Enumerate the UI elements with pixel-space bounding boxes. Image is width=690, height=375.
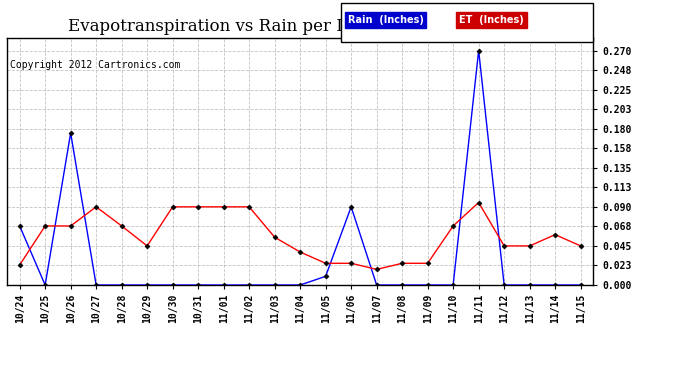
Title: Evapotranspiration vs Rain per Day (Inches) 20121116: Evapotranspiration vs Rain per Day (Inch…: [68, 18, 533, 34]
FancyBboxPatch shape: [341, 3, 593, 42]
Text: ET  (Inches): ET (Inches): [459, 15, 524, 25]
Text: Copyright 2012 Cartronics.com: Copyright 2012 Cartronics.com: [10, 60, 181, 69]
Text: Rain  (Inches): Rain (Inches): [348, 15, 424, 25]
